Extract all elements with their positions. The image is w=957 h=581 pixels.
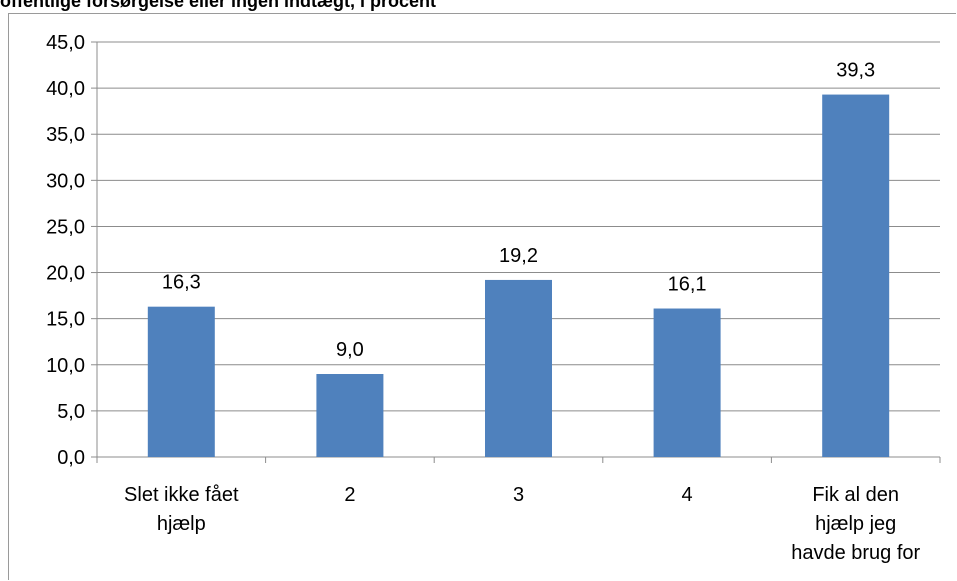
bar (653, 308, 721, 457)
y-tick-label: 15,0 (46, 309, 85, 331)
y-tick-label: 45,0 (46, 32, 85, 54)
data-label: 16,3 (162, 272, 201, 294)
y-tick-label: 20,0 (46, 263, 85, 285)
y-tick-label: 40,0 (46, 78, 85, 100)
gridlines (97, 41, 940, 412)
chart-frame (8, 13, 956, 580)
y-tick-label: 25,0 (46, 216, 85, 238)
x-tick-label: Slet ikke fået hjælp (124, 484, 239, 535)
bar (485, 279, 552, 457)
data-label: 19,2 (499, 245, 538, 267)
bars (147, 94, 890, 458)
y-tick-label: 0,0 (57, 447, 85, 469)
y-tick-label: 35,0 (46, 124, 85, 146)
chart-title: offentlige forsørgelse eller ingen indtæ… (0, 0, 437, 11)
bar (822, 94, 890, 458)
y-tick-label: 30,0 (46, 170, 85, 192)
labels: 0,0 5,0 10,0 15,0 20,0 25,0 30,0 35,0 40,0 45,0 16… (46, 32, 920, 564)
data-label: 16,1 (668, 274, 707, 296)
y-tick-label: 10,0 (46, 355, 85, 377)
data-label: 9,0 (336, 339, 364, 361)
bar (316, 374, 384, 457)
y-tick-label: 5,0 (57, 401, 85, 423)
x-tick-label: 3 (513, 484, 524, 506)
x-tick-label: 2 (344, 484, 355, 506)
bar (147, 306, 215, 457)
x-tick-label: Fik al den hjælp jeg havde brug for (791, 484, 920, 564)
x-tick-label: 4 (682, 484, 693, 506)
data-label: 39,3 (836, 60, 875, 82)
